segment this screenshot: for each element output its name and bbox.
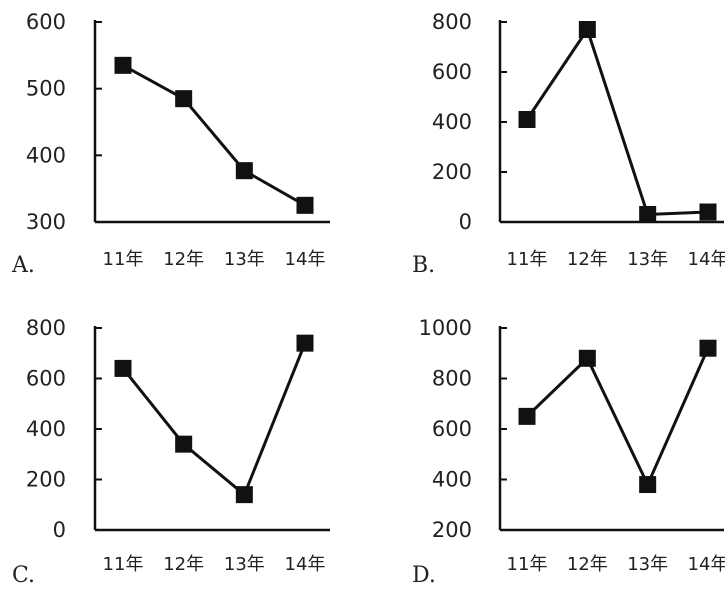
y-tick-label: 500 xyxy=(26,77,66,101)
y-tick-label: 800 xyxy=(26,316,66,340)
data-point-marker xyxy=(639,476,657,494)
y-tick-label: 400 xyxy=(26,143,66,167)
y-tick-label: 600 xyxy=(26,367,66,391)
y-tick-label: 600 xyxy=(432,417,472,441)
data-point-marker xyxy=(296,334,314,352)
data-point-marker xyxy=(699,203,717,221)
panel-label: C. xyxy=(12,563,35,588)
data-point-marker xyxy=(175,435,193,453)
data-point-marker xyxy=(114,359,132,377)
x-tick-label: 11年 xyxy=(103,249,144,270)
y-tick-label: 400 xyxy=(432,468,472,492)
x-tick-label: 12年 xyxy=(163,249,204,270)
x-tick-label: 14年 xyxy=(285,554,326,575)
y-tick-label: 200 xyxy=(432,160,472,184)
x-tick-label: 14年 xyxy=(688,554,725,575)
panel-label: A. xyxy=(11,253,35,278)
data-point-marker xyxy=(578,349,596,367)
x-tick-label: 12年 xyxy=(567,249,608,270)
data-point-marker xyxy=(639,206,657,223)
data-point-marker xyxy=(578,21,596,38)
y-tick-label: 400 xyxy=(432,110,472,134)
y-tick-label: 600 xyxy=(432,60,472,84)
x-tick-label: 13年 xyxy=(627,249,668,270)
data-point-marker xyxy=(114,56,132,74)
y-tick-label: 0 xyxy=(459,210,472,234)
series-line xyxy=(121,342,307,498)
y-tick-label: 400 xyxy=(26,417,66,441)
data-point-marker xyxy=(235,486,253,504)
data-point-marker xyxy=(235,162,253,180)
data-point-marker xyxy=(175,90,193,108)
data-point-marker xyxy=(518,111,536,128)
data-point-marker xyxy=(518,407,536,425)
x-tick-label: 11年 xyxy=(507,554,548,575)
y-tick-label: 800 xyxy=(432,10,472,34)
y-tick-label: 300 xyxy=(26,210,66,234)
x-tick-label: 12年 xyxy=(163,554,204,575)
y-tick-label: 200 xyxy=(432,518,472,542)
panel-label: B. xyxy=(412,253,435,278)
y-tick-label: 1000 xyxy=(419,316,472,340)
series-line xyxy=(525,347,710,489)
x-tick-label: 13年 xyxy=(627,554,668,575)
x-tick-label: 14年 xyxy=(285,249,326,270)
series-line xyxy=(122,64,306,207)
series-line xyxy=(525,26,709,217)
y-tick-label: 0 xyxy=(53,518,66,542)
panel-label: D. xyxy=(412,563,436,588)
data-point-marker xyxy=(296,196,314,214)
x-tick-label: 13年 xyxy=(224,249,265,270)
y-tick-label: 800 xyxy=(432,367,472,391)
x-tick-label: 14年 xyxy=(688,249,725,270)
x-tick-label: 13年 xyxy=(224,554,265,575)
y-tick-label: 200 xyxy=(26,468,66,492)
y-tick-label: 600 xyxy=(26,10,66,34)
x-tick-label: 11年 xyxy=(103,554,144,575)
x-tick-label: 11年 xyxy=(507,249,548,270)
data-point-marker xyxy=(699,339,717,357)
x-tick-label: 12年 xyxy=(567,554,608,575)
